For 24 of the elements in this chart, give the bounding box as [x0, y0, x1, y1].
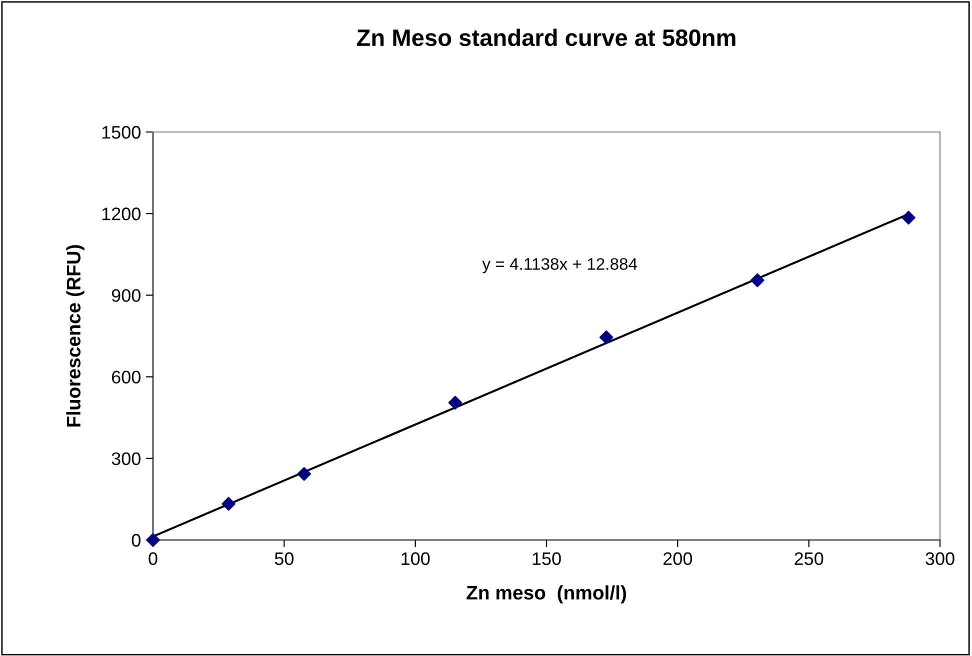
x-axis-title: Zn meso (nmol/l): [466, 585, 626, 604]
y-tick-label: 300: [112, 452, 140, 466]
point: [146, 533, 160, 547]
y-tick-label: 900: [112, 289, 140, 302]
point: [297, 467, 312, 481]
y-tick-label: 0: [132, 534, 140, 547]
x-tick-label: 50: [274, 552, 294, 566]
x-tick-label: 250: [794, 552, 824, 566]
x-tick-label: 0: [148, 552, 158, 566]
annotation: y = 4.1138x + 12.884: [482, 258, 638, 274]
y-axis-title: Fluorescence (RFU): [66, 245, 84, 427]
point: [599, 330, 614, 344]
x-tick-label: 200: [664, 552, 692, 566]
point: [448, 396, 462, 410]
chart-title: Zn Meso standard curve at 580nm: [356, 28, 736, 46]
y-tick-label: 1500: [102, 126, 140, 139]
x-tick-label: 300: [926, 552, 954, 566]
point: [222, 496, 236, 511]
x-tick-label: 100: [402, 552, 430, 566]
point: [750, 273, 764, 288]
x-tick-label: 150: [532, 552, 561, 566]
point: [902, 210, 916, 225]
y-tick-label: 1200: [102, 208, 140, 220]
y-tick-label: 600: [112, 370, 140, 384]
